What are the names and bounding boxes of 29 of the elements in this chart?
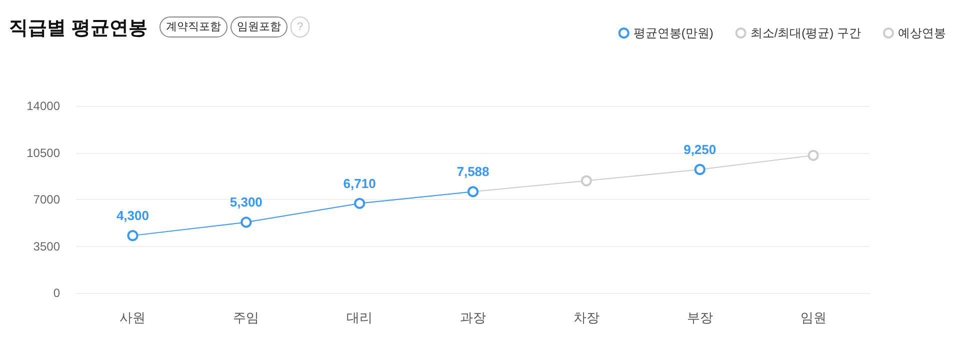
text: 임원포함 — [237, 21, 281, 33]
point — [127, 230, 138, 242]
y-tick-label: 7000 — [33, 192, 60, 206]
data-label: 5,300 — [230, 194, 262, 210]
y-tick-label: 3500 — [33, 239, 60, 254]
y-tick-label: 14000 — [26, 99, 60, 113]
x-tick-label: 차장 — [573, 310, 600, 325]
data-label: 9,250 — [684, 142, 716, 157]
point — [354, 198, 366, 209]
x-tick-label: 사원 — [120, 310, 146, 325]
y-tick-label: 0 — [53, 286, 60, 300]
text: 계약직포함 — [166, 21, 221, 33]
point — [808, 150, 819, 161]
y-tick-label: 10500 — [26, 146, 60, 160]
x-tick-label: 임원 — [800, 310, 826, 325]
point — [240, 216, 252, 228]
data-label: 6,710 — [343, 176, 376, 191]
x-tick-label: 부장 — [686, 310, 713, 325]
legend-label: 예상연봉 — [898, 26, 946, 40]
chart-title: 직급별 평균연봉 — [9, 18, 148, 39]
legend-label: 최소/최대(평균) 구간 — [750, 26, 862, 40]
data-label: 7,588 — [456, 164, 490, 180]
text: ? — [296, 21, 304, 33]
data-label: 4,300 — [116, 208, 149, 224]
x-tick-label: 주임 — [233, 310, 260, 325]
point — [580, 175, 592, 186]
x-tick-label: 대리 — [346, 310, 373, 325]
x-tick-label: 과장 — [460, 310, 486, 325]
legend-label: 평균연봉(만원) — [633, 26, 714, 40]
